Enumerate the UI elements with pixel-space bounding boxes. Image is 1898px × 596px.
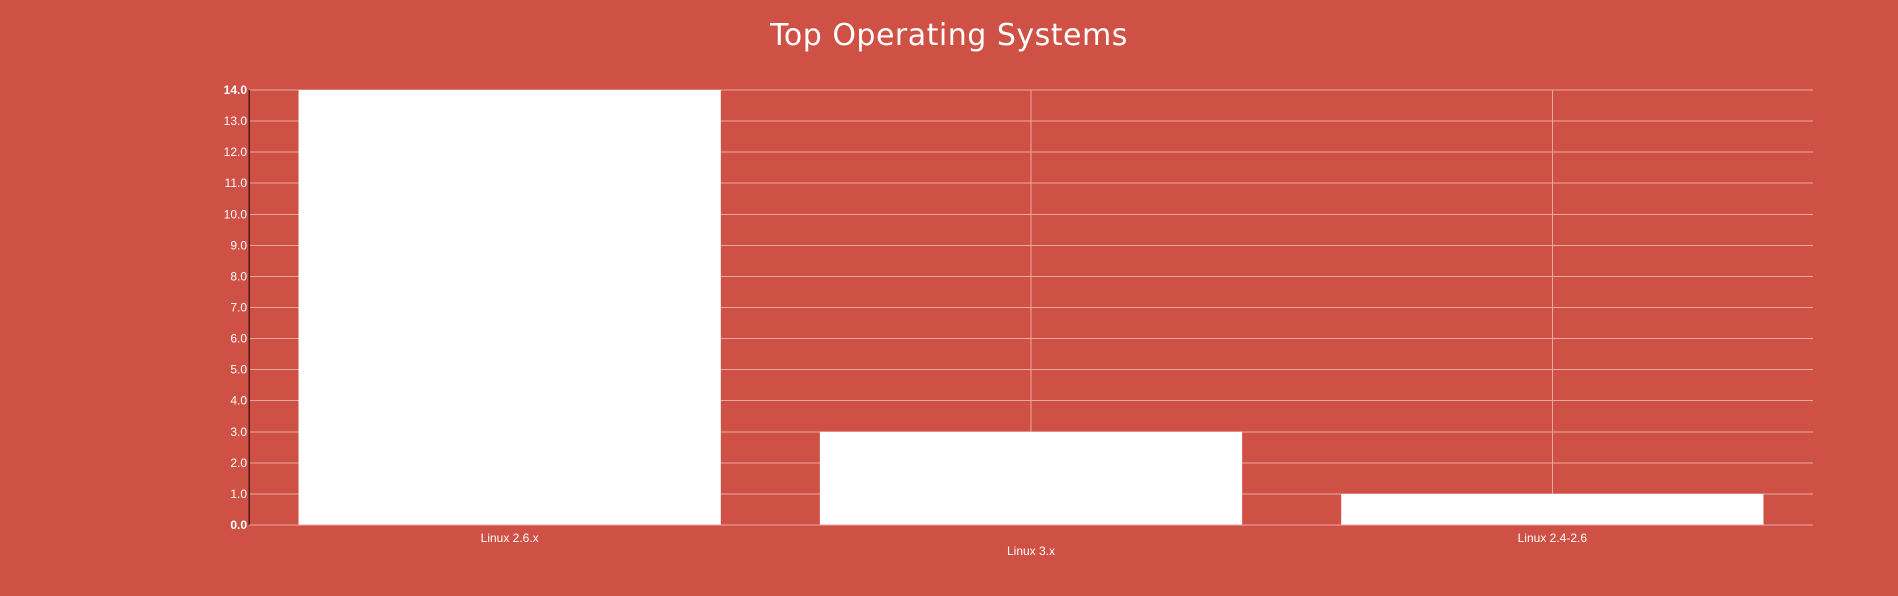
bar-linux-3-x xyxy=(819,431,1243,525)
y-tick-label: 2.0 xyxy=(230,456,247,470)
chart-title: Top Operating Systems xyxy=(770,18,1128,53)
x-tick-label: Linux 2.4-2.6 xyxy=(1518,531,1588,545)
y-tick-label: 6.0 xyxy=(230,332,247,346)
y-tick-label: 3.0 xyxy=(230,425,247,439)
y-tick-label: 8.0 xyxy=(230,269,247,283)
y-tick-label: 0.0 xyxy=(230,518,247,532)
y-tick-label: 1.0 xyxy=(230,487,247,501)
x-tick-label: Linux 2.6.x xyxy=(481,531,539,545)
y-tick-label: 11.0 xyxy=(225,176,248,190)
y-tick-label: 10.0 xyxy=(224,207,248,221)
bar-linux-2-6-x xyxy=(298,90,721,525)
y-tick-label: 12.0 xyxy=(224,145,248,159)
axis-labels: 0.0 1.0 2.0 3.0 4.0 5.0 6.0 7.0 8.0 9.0 10.0 11.0 12… xyxy=(224,83,1588,558)
y-tick-label: 13.0 xyxy=(224,114,248,128)
y-tick-label: 9.0 xyxy=(230,238,247,252)
y-tick-label: 5.0 xyxy=(230,363,247,377)
y-tick-label: 14.0 xyxy=(224,83,248,97)
bar-linux-2-4-2-6 xyxy=(1341,493,1764,525)
x-tick-label: Linux 3.x xyxy=(1007,544,1055,558)
bars xyxy=(298,90,1764,525)
axes xyxy=(248,90,1813,526)
y-tick-label: 7.0 xyxy=(230,301,247,315)
y-tick-label: 4.0 xyxy=(230,394,247,408)
